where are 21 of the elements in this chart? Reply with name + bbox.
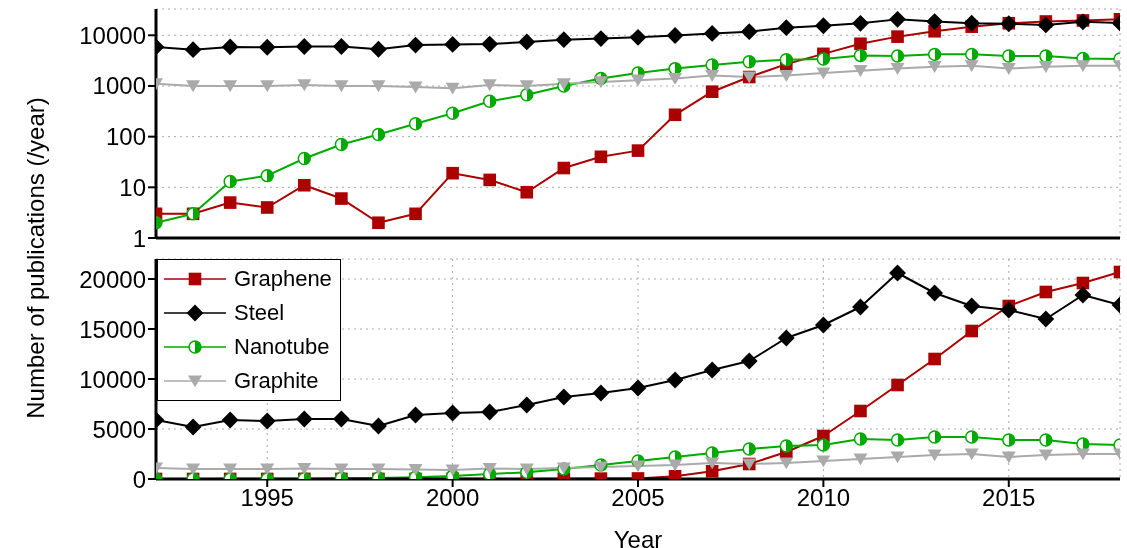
y-tick-label: 10000 — [79, 21, 146, 49]
legend-label: Graphite — [234, 368, 319, 394]
y-tick-label: 10 — [119, 173, 146, 201]
x-tick-label: 2015 — [982, 484, 1036, 512]
y-tick-label: 1000 — [92, 72, 146, 100]
y-tick-label: 10000 — [79, 365, 146, 393]
y-tick-label: 0 — [132, 465, 146, 493]
y-tick-label: 5000 — [92, 415, 146, 443]
x-tick-label: 2010 — [796, 484, 851, 512]
x-tick-label: 2005 — [611, 484, 665, 512]
x-tick-label: 1995 — [240, 484, 294, 512]
y-axis-title: Number of publications (/year) — [22, 97, 50, 419]
x-tick-label: 2000 — [425, 484, 480, 512]
legend-label: Nanotube — [234, 334, 330, 360]
legend-label: Steel — [234, 300, 285, 326]
x-axis-title: Year — [613, 526, 663, 548]
y-tick-label: 100 — [105, 123, 146, 151]
y-tick-label: 20000 — [79, 265, 146, 293]
legend-label: Graphene — [234, 266, 332, 292]
y-tick-label: 15000 — [79, 315, 146, 343]
y-tick-label: 1 — [132, 224, 146, 252]
